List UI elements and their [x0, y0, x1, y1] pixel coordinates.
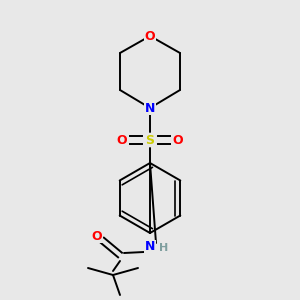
Text: O: O: [145, 29, 155, 43]
Text: O: O: [92, 230, 102, 242]
Text: S: S: [146, 134, 154, 146]
Text: N: N: [145, 241, 155, 254]
Text: N: N: [145, 101, 155, 115]
Text: H: H: [159, 243, 169, 253]
Text: O: O: [117, 134, 127, 146]
Text: O: O: [173, 134, 183, 146]
